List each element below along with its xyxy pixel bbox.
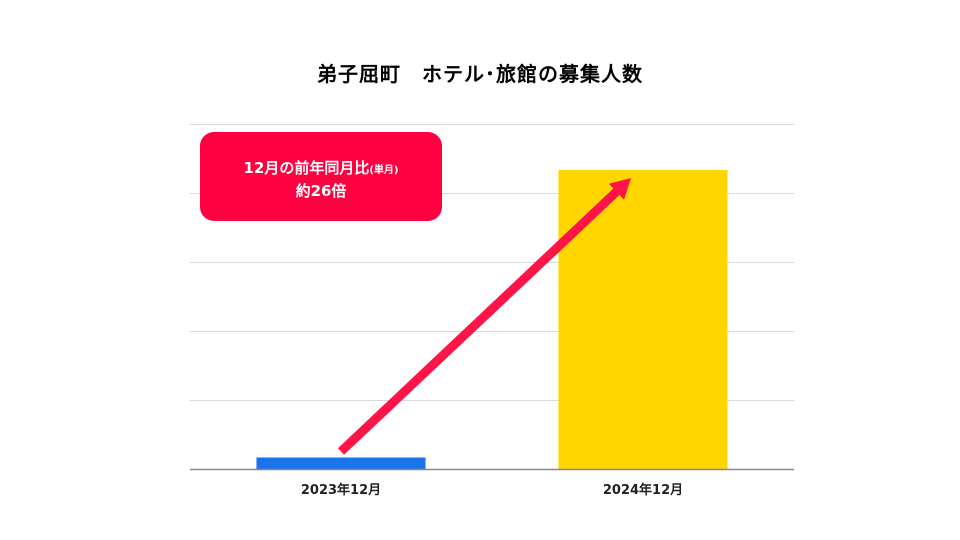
- callout-small-text: (単月): [369, 165, 399, 176]
- chart-title: 弟子屈町 ホテル･旅館の募集人数: [317, 62, 643, 86]
- x-tick-label: 2024年12月: [603, 482, 683, 498]
- bar-1: [256, 457, 426, 469]
- growth-arrow: [337, 178, 631, 455]
- callout-text-line1: 12月の前年同月比(単月): [200, 158, 442, 181]
- callout-value-text: 約26倍: [295, 182, 347, 200]
- x-tick-labels: 2023年12月 2024年12月: [301, 482, 683, 498]
- arrow-head: [608, 178, 631, 200]
- x-tick-label: 2023年12月: [301, 482, 381, 498]
- ratio-callout: 12月の前年同月比(単月) 約26倍: [200, 132, 442, 221]
- bar-2: [558, 170, 728, 469]
- callout-main-text: 12月の前年同月比: [243, 159, 370, 177]
- arrow-shaft: [337, 187, 621, 455]
